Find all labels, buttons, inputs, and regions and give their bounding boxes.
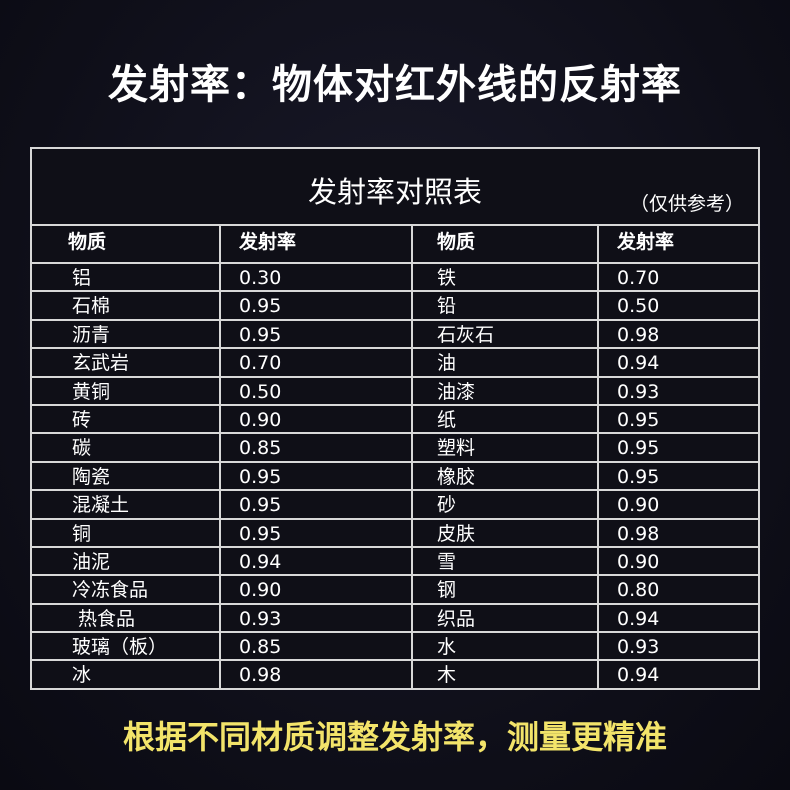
cell-emissivity: 0.98: [617, 323, 660, 346]
cell-material: 黄铜: [32, 377, 221, 404]
cell-emissivity: 0.95: [221, 462, 413, 490]
header-material: 物质: [413, 224, 599, 262]
cell-emissivity: 0.95: [617, 465, 660, 488]
table-row: 热食品 0.93 织品 0.94: [32, 604, 758, 634]
cell-emissivity: 0.95: [221, 292, 413, 319]
cell-emissivity: 0.95: [617, 408, 660, 431]
cell-emissivity: 0.94: [221, 547, 413, 575]
cell-material: 塑料: [413, 434, 599, 461]
cell-material: 冰: [32, 661, 221, 690]
cell-emissivity: 0.30: [221, 264, 413, 291]
emissivity-table: 发射率对照表 （仅供参考） 物质 发射率 物质 发射率 铝 0.30 铁 0.70 石棉…: [30, 147, 760, 690]
cell-emissivity: 0.50: [617, 295, 660, 318]
cell-material: 陶瓷: [32, 462, 221, 490]
table-row: 混凝土 0.95 砂 0.90: [32, 491, 758, 520]
table-row: 黄铜 0.50 油漆 0.93: [32, 377, 758, 406]
cell-material: 钢: [413, 576, 599, 603]
table-row: 陶瓷 0.95 橡胶 0.95: [32, 462, 758, 492]
cell-emissivity: 0.90: [221, 576, 413, 603]
cell-material: 织品: [413, 604, 599, 632]
cell-emissivity: 0.95: [221, 320, 413, 348]
table-row: 砖 0.90 纸 0.95: [32, 405, 758, 435]
cell-material: 砂: [413, 491, 599, 518]
footer-slogan: 根据不同材质调整发射率，测量更精准: [122, 718, 667, 756]
table-row: 油泥 0.94 雪 0.90: [32, 547, 758, 577]
cell-emissivity: 0.95: [617, 437, 660, 460]
cell-emissivity: 0.95: [221, 491, 413, 518]
cell-material: 混凝土: [32, 491, 221, 518]
cell-emissivity: 0.90: [221, 405, 413, 433]
cell-emissivity: 0.85: [221, 434, 413, 461]
cell-emissivity: 0.98: [617, 522, 660, 545]
cell-material: 雪: [413, 547, 599, 575]
cell-emissivity: 0.90: [617, 550, 660, 573]
table-caption-row: 发射率对照表 （仅供参考）: [32, 149, 758, 226]
cell-emissivity: 0.50: [221, 377, 413, 404]
cell-material: 铜: [32, 519, 221, 546]
cell-material: 铅: [413, 292, 599, 319]
cell-emissivity: 0.93: [617, 380, 660, 403]
page-title: 发射率：物体对红外线的反射率: [108, 62, 682, 108]
cell-material: 玄武岩: [32, 349, 221, 376]
cell-material: 碳: [32, 434, 221, 461]
cell-emissivity: 0.85: [221, 633, 413, 660]
cell-material: 纸: [413, 405, 599, 433]
table-row: 铜 0.95 皮肤 0.98: [32, 519, 758, 548]
table-row: 玻璃（板） 0.85 水 0.93: [32, 633, 758, 662]
table-row: 玄武岩 0.70 油 0.94: [32, 349, 758, 378]
cell-emissivity: 0.95: [221, 519, 413, 546]
cell-material: 油漆: [413, 377, 599, 404]
table-caption: 发射率对照表: [307, 175, 482, 209]
cell-material: 木: [413, 661, 599, 690]
cell-material: 油: [413, 349, 599, 376]
table-row: 铝 0.30 铁 0.70: [32, 264, 758, 293]
cell-emissivity: 0.70: [617, 267, 660, 289]
cell-material: 沥青: [32, 320, 221, 348]
cell-material: 油泥: [32, 547, 221, 575]
cell-emissivity: 0.94: [617, 607, 660, 630]
cell-emissivity: 0.93: [617, 636, 660, 659]
cell-material: 石灰石: [413, 320, 599, 348]
cell-material: 冷冻食品: [32, 576, 221, 603]
header-emissivity: 发射率: [221, 224, 413, 262]
cell-emissivity: 0.98: [221, 661, 413, 690]
table-header-row: 物质 发射率 物质 发射率: [32, 224, 758, 264]
cell-material: 皮肤: [413, 519, 599, 546]
cell-emissivity: 0.80: [617, 579, 660, 602]
header-material: 物质: [32, 224, 221, 262]
cell-emissivity: 0.90: [617, 494, 660, 517]
cell-emissivity: 0.93: [221, 604, 413, 632]
cell-material: 热食品: [32, 604, 221, 632]
cell-emissivity: 0.94: [617, 664, 660, 687]
table-grid: 物质 发射率 物质 发射率 铝 0.30 铁 0.70 石棉 0.95 铅 0.50 沥青 0.9…: [32, 224, 758, 690]
table-row: 沥青 0.95 石灰石 0.98: [32, 320, 758, 350]
table-row: 石棉 0.95 铅 0.50: [32, 292, 758, 321]
cell-emissivity: 0.94: [617, 352, 660, 375]
cell-material: 砖: [32, 405, 221, 433]
table-row: 碳 0.85 塑料 0.95: [32, 434, 758, 463]
cell-emissivity: 0.70: [221, 349, 413, 376]
cell-material: 铁: [413, 264, 599, 291]
table-row: 冰 0.98 木 0.94: [32, 661, 758, 690]
cell-material: 橡胶: [413, 462, 599, 490]
header-emissivity: 发射率: [617, 231, 675, 253]
table-row: 冷冻食品 0.90 钢 0.80: [32, 576, 758, 605]
reference-note: （仅供参考）: [629, 193, 744, 215]
cell-material: 铝: [32, 264, 221, 291]
cell-material: 水: [413, 633, 599, 660]
cell-material: 玻璃（板）: [32, 633, 221, 660]
cell-material: 石棉: [32, 292, 221, 319]
